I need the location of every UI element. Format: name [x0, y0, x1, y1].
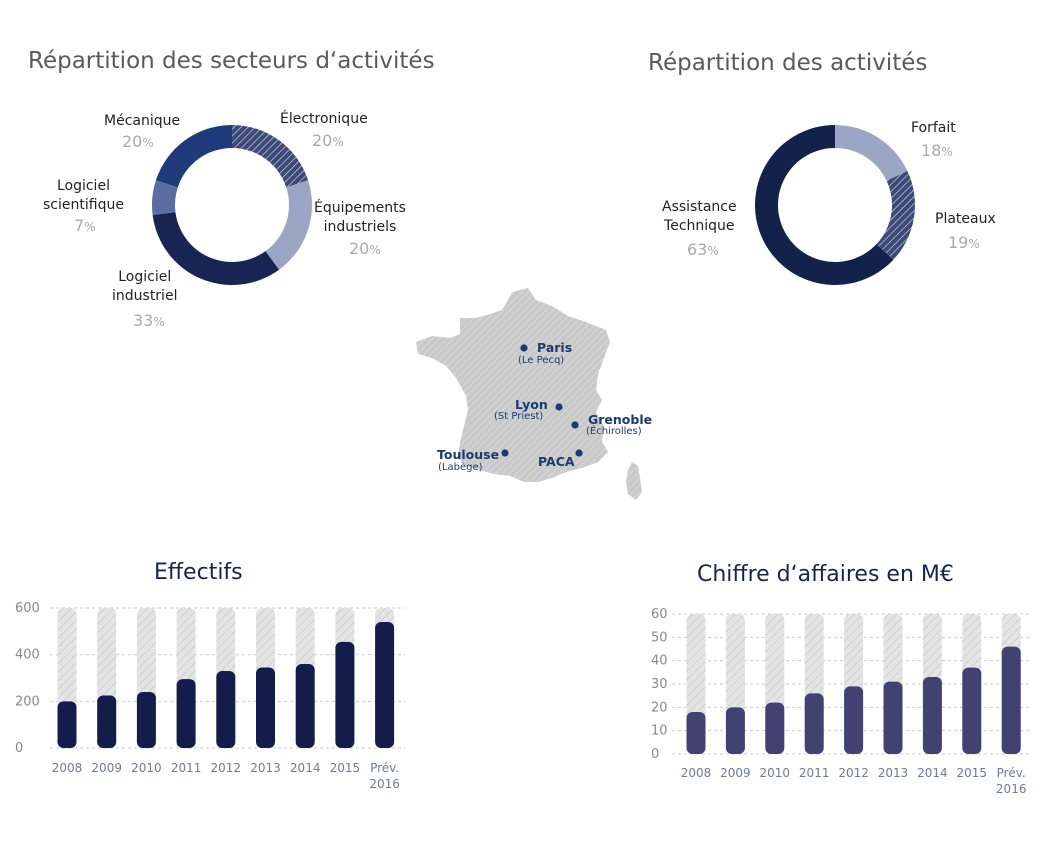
sectors-slice-logiciel-industriel [152, 212, 280, 286]
toulouse-dot [501, 449, 509, 457]
city-lyon: Lyon [515, 397, 548, 412]
y-tick-label: 30 [651, 677, 668, 692]
pct-electronique: 20% [312, 131, 344, 150]
bar [883, 681, 903, 754]
france-mainland-shape [416, 288, 610, 482]
x-tick-label: 2014 [290, 761, 321, 775]
sectors-slice--lectronique [232, 125, 309, 188]
label-electronique: Électronique [280, 111, 368, 127]
bar [136, 692, 156, 748]
x-tick-label: 2012 [211, 761, 242, 775]
label-equipements: Équipements industriels [314, 200, 406, 235]
city-lyon-sub: (St Priest) [494, 411, 544, 422]
bar [97, 695, 117, 748]
x-tick-label: 2011 [171, 761, 202, 775]
label-plateaux: Plateaux [935, 211, 996, 227]
y-tick-label: 50 [651, 630, 668, 645]
pct-assistance-technique: 63% [687, 240, 719, 259]
x-tick-label: 2010 [131, 761, 162, 775]
bar [216, 671, 236, 748]
city-grenoble-sub: (Échirolles) [586, 426, 642, 437]
city-paris-sub: (Le Pecq) [518, 355, 565, 366]
y-tick-label: 400 [15, 648, 40, 663]
label-logiciel-industriel: Logiciel industriel [112, 269, 178, 304]
x-tick-label: 2015 [330, 761, 361, 775]
x-tick-label: 2009 [720, 766, 751, 780]
sectors-title: Répartition des secteurs d‘activités [28, 48, 435, 74]
bar [844, 686, 864, 754]
bar [375, 622, 395, 748]
y-tick-label: 0 [651, 747, 659, 762]
bar [335, 641, 355, 748]
bar [295, 664, 315, 748]
grenoble-dot [571, 421, 579, 429]
activities-slice-forfait [835, 125, 908, 181]
city-paris: Paris [537, 340, 573, 355]
activities-title: Répartition des activités [648, 50, 928, 76]
label-logiciel-scientifique: Logiciel scientifique [43, 178, 124, 213]
x-tick-label: 2010 [760, 766, 791, 780]
x-tick-label: 2008 [681, 766, 712, 780]
city-toulouse-sub: (Labège) [438, 462, 483, 473]
sectors-slice-m-canique [155, 125, 232, 188]
x-tick-label: Prév. [997, 766, 1026, 780]
y-tick-label: 10 [651, 724, 668, 739]
ca-title: Chiffre d‘affaires en M€ [697, 562, 954, 587]
y-tick-label: 20 [651, 700, 668, 715]
bar [765, 702, 785, 754]
bar [804, 693, 824, 754]
x-tick-label: 2015 [957, 766, 988, 780]
y-tick-label: 600 [15, 601, 40, 616]
paris-dot [520, 344, 528, 352]
x-tick-label: 2013 [250, 761, 281, 775]
bar [962, 667, 982, 754]
x-tick-label: 2014 [917, 766, 948, 780]
activities-slice-plateaux [876, 170, 915, 260]
pct-logiciel-scientifique: 7% [74, 216, 96, 235]
x-tick-label: 2016 [996, 782, 1027, 796]
y-tick-label: 60 [651, 607, 668, 622]
x-tick-label: Prév. [370, 761, 399, 775]
x-tick-label: 2011 [799, 766, 830, 780]
paca-dot [575, 449, 583, 457]
city-grenoble: Grenoble [588, 412, 653, 427]
bar [725, 707, 745, 754]
x-tick-label: 2016 [369, 777, 400, 791]
label-mecanique: Mécanique [104, 113, 181, 129]
x-tick-label: 2013 [878, 766, 909, 780]
bar [1001, 646, 1021, 754]
y-tick-label: 200 [15, 694, 40, 709]
effectifs-title: Effectifs [154, 560, 243, 585]
pct-mecanique: 20% [122, 132, 154, 151]
bar [686, 712, 706, 754]
y-tick-label: 40 [651, 654, 668, 669]
x-tick-label: 2009 [91, 761, 122, 775]
city-toulouse: Toulouse [437, 447, 500, 462]
y-tick-label: 0 [15, 741, 23, 756]
corsica-shape [626, 462, 642, 500]
x-tick-label: 2012 [838, 766, 869, 780]
label-forfait: Forfait [911, 120, 956, 136]
bar [176, 679, 196, 748]
bar [256, 667, 275, 748]
city-paca: PACA [538, 454, 575, 469]
activities-slice-assistance-technique [755, 125, 894, 285]
pct-equipements: 20% [349, 239, 381, 258]
sectors-slice-logiciel-scientifique [152, 180, 178, 216]
pct-forfait: 18% [921, 141, 953, 160]
label-assistance-technique: Assistance Technique [662, 199, 737, 234]
pct-plateaux: 19% [948, 233, 980, 252]
sectors-slice--quipements-industriels [265, 180, 313, 270]
pct-logiciel-industriel: 33% [133, 311, 165, 330]
bar [57, 701, 77, 748]
lyon-dot [555, 403, 563, 411]
x-tick-label: 2008 [52, 761, 83, 775]
bar [922, 677, 942, 754]
